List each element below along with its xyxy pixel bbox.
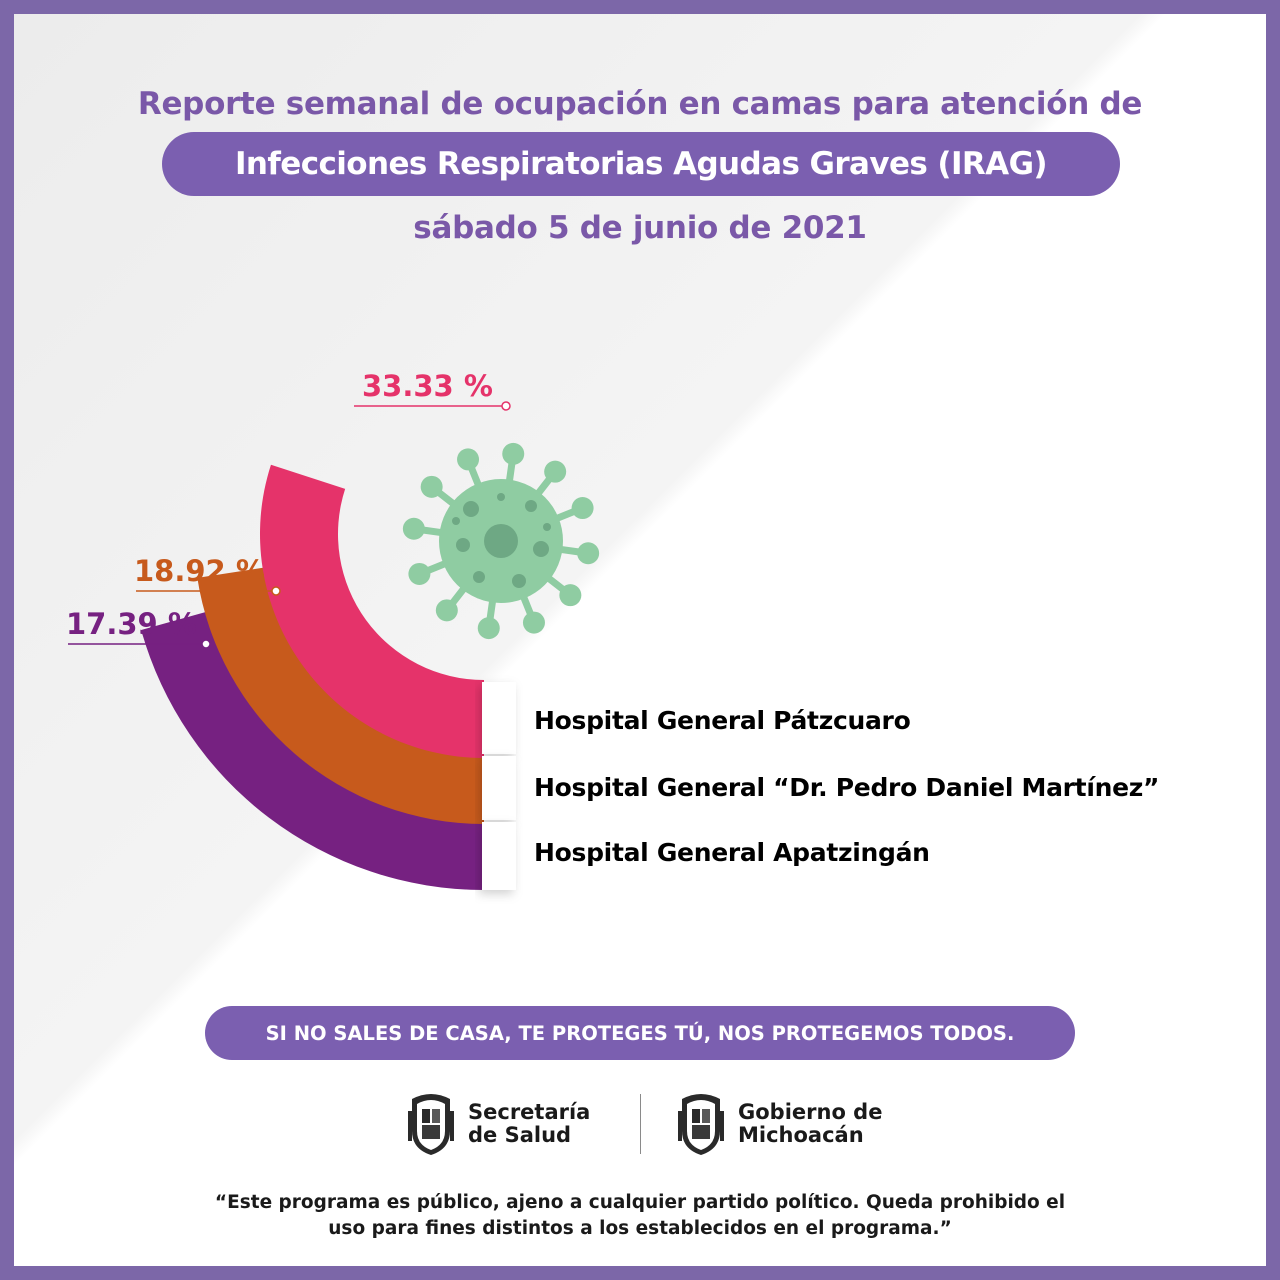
legend-item-apatzingan: Hospital General Apatzingán <box>534 838 930 867</box>
value-label-marker <box>271 586 281 596</box>
virus-spike-tip <box>522 611 545 634</box>
virus-spike-tip <box>571 497 594 520</box>
slogan-banner: SI NO SALES DE CASA, TE PROTEGES TÚ, NOS… <box>205 1006 1075 1060</box>
virus-spike-tip <box>577 542 600 565</box>
virus-spike-tip <box>408 562 431 585</box>
occupancy-chart: 33.33 % 18.92 % 17.39 % <box>66 369 600 890</box>
virus-spike-tip <box>435 599 458 622</box>
chart-value-labels: 33.33 % 18.92 % 17.39 % <box>66 369 511 649</box>
coat-of-arms-icon <box>678 1094 724 1155</box>
arc-apatzingan <box>141 611 484 890</box>
logo-gobierno-line2: Michoacán <box>738 1123 864 1147</box>
coat-of-arms-icon <box>408 1094 454 1155</box>
virus-spike-tip <box>544 460 567 483</box>
slogan-text: SI NO SALES DE CASA, TE PROTEGES TÚ, NOS… <box>265 1021 1015 1045</box>
arc-patzcuaro <box>260 464 484 758</box>
arc-end-tab <box>482 756 516 820</box>
arc-end-tab <box>482 682 516 754</box>
virus-spike-tip <box>559 584 582 607</box>
logo-secretaria-line1: Secretaría <box>468 1100 591 1124</box>
arc-pedro-daniel-martinez <box>197 567 484 824</box>
gobierno-michoacan-logo: Gobierno de Michoacán <box>676 1086 882 1162</box>
logo-gobierno-line1: Gobierno de <box>738 1100 883 1124</box>
legend-item-pedro-daniel-martinez: Hospital General “Dr. Pedro Daniel Martí… <box>534 773 1160 802</box>
disclaimer-line1: “Este programa es público, ajeno a cualq… <box>214 1192 1066 1213</box>
disclaimer-line2: uso para fines distintos a los estableci… <box>328 1218 952 1239</box>
report-date: sábado 5 de junio de 2021 <box>413 210 867 246</box>
virus-spike-tip <box>402 517 425 540</box>
virus-spike-tip <box>477 617 500 640</box>
value-label-pedro-daniel-martinez: 18.92 % <box>134 554 265 588</box>
report-title: Reporte semanal de ocupación en camas pa… <box>137 86 1143 122</box>
value-label-marker <box>501 401 511 411</box>
legal-disclaimer: “Este programa es público, ajeno a cualq… <box>74 1190 1206 1242</box>
arc-end-tab <box>482 822 516 890</box>
chart-arcs <box>141 464 484 890</box>
virus-spike-tip <box>420 475 443 498</box>
legend-item-patzcuaro: Hospital General Pátzcuaro <box>534 706 911 735</box>
report-subject: Infecciones Respiratorias Agudas Graves … <box>234 146 1048 182</box>
report-subject-pill: Infecciones Respiratorias Agudas Graves … <box>162 132 1120 196</box>
logo-secretaria-line2: de Salud <box>468 1123 572 1147</box>
virus-icon <box>402 442 600 640</box>
secretaria-salud-logo: Secretaría de Salud <box>406 1086 590 1162</box>
virus-spike-tip <box>457 448 480 471</box>
infographic-page: Reporte semanal de ocupación en camas pa… <box>14 14 1266 1266</box>
value-label-patzcuaro: 33.33 % <box>362 369 493 403</box>
virus-spike-tip <box>502 442 525 465</box>
value-label-marker <box>201 639 211 649</box>
logo-divider <box>640 1094 641 1154</box>
value-label-apatzingan: 17.39 % <box>66 607 197 641</box>
